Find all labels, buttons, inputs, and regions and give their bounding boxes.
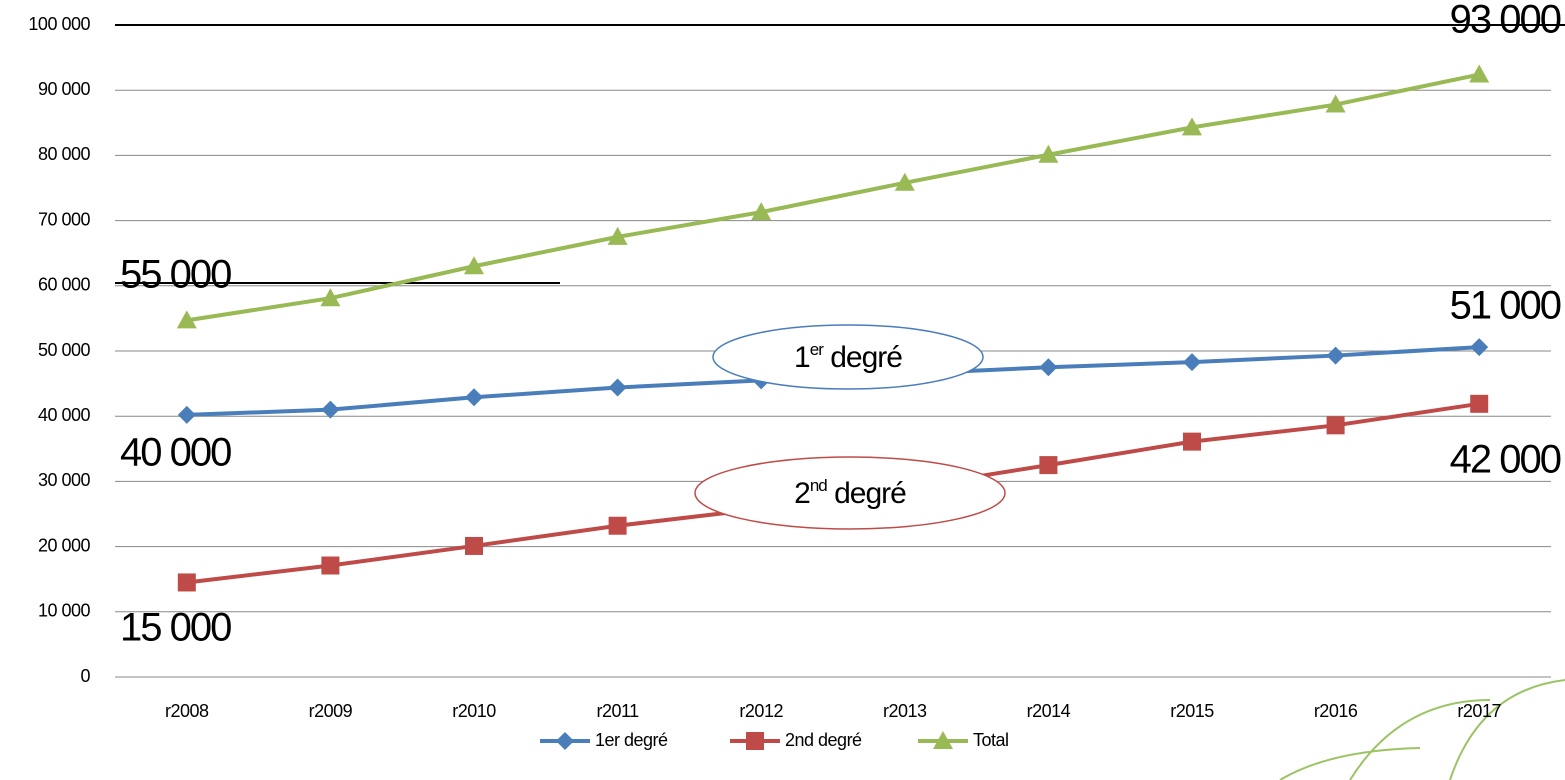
callout-label: 1er degré bbox=[794, 340, 902, 373]
annotation: 42 000 bbox=[1450, 438, 1561, 482]
series bbox=[176, 64, 1490, 329]
callout-sup: er bbox=[810, 340, 824, 359]
series-line bbox=[186, 72, 1480, 323]
decoration bbox=[1279, 679, 1565, 780]
x-tick-label: r2015 bbox=[1170, 701, 1214, 721]
x-tick-label: r2011 bbox=[596, 701, 639, 721]
y-tick-label: 0 bbox=[80, 666, 90, 686]
y-tick-label: 30 000 bbox=[38, 470, 91, 490]
marker bbox=[320, 288, 341, 307]
legend-label: Total bbox=[973, 730, 1009, 750]
callout-text: 2 bbox=[794, 477, 810, 510]
marker bbox=[933, 731, 953, 749]
marker bbox=[1038, 144, 1059, 163]
marker bbox=[465, 536, 483, 555]
marker bbox=[1183, 432, 1201, 451]
marker bbox=[176, 310, 197, 329]
x-tick-label: r2010 bbox=[452, 701, 496, 721]
y-tick-label: 20 000 bbox=[38, 535, 91, 555]
marker bbox=[321, 556, 340, 575]
marker bbox=[465, 388, 483, 407]
x-tick-label: r2008 bbox=[165, 701, 209, 721]
legend-item: Total bbox=[918, 730, 1009, 750]
marker bbox=[177, 405, 196, 424]
marker bbox=[1470, 338, 1489, 357]
marker bbox=[607, 226, 628, 245]
marker bbox=[177, 573, 196, 592]
decorative-arc bbox=[1279, 679, 1565, 780]
x-tick-label: r2016 bbox=[1314, 701, 1358, 721]
marker bbox=[1183, 353, 1201, 372]
callout-text: degré bbox=[827, 477, 906, 510]
annotation: 55 000 bbox=[120, 253, 231, 297]
marker bbox=[894, 172, 915, 191]
y-tick-label: 90 000 bbox=[38, 79, 91, 99]
marker bbox=[1039, 456, 1058, 475]
x-tick-label: r2014 bbox=[1027, 701, 1071, 721]
callout-bubble bbox=[712, 324, 984, 390]
annotation: 15 000 bbox=[120, 606, 231, 650]
legend-label: 2nd degré bbox=[785, 730, 862, 750]
callout-text: degré bbox=[823, 341, 902, 374]
callout-sup: nd bbox=[810, 476, 827, 495]
x-tick-label: r2017 bbox=[1457, 701, 1501, 721]
annotation: 93 000 bbox=[1450, 0, 1561, 42]
marker bbox=[608, 378, 627, 397]
marker bbox=[464, 256, 484, 275]
x-tick-label: r2013 bbox=[883, 701, 927, 721]
y-tick-label: 10 000 bbox=[38, 601, 91, 621]
marker bbox=[1470, 394, 1489, 413]
marker bbox=[1182, 117, 1202, 136]
marker bbox=[321, 400, 340, 419]
callout-bubble bbox=[694, 456, 1006, 530]
annotation: 40 000 bbox=[120, 431, 231, 475]
marker bbox=[1326, 346, 1345, 365]
marker bbox=[746, 732, 764, 750]
legend-item: 1er degré bbox=[540, 730, 669, 750]
marker bbox=[1326, 416, 1345, 435]
y-tick-label: 100 000 bbox=[28, 14, 90, 34]
x-tick-label: r2009 bbox=[309, 701, 353, 721]
marker bbox=[608, 516, 627, 535]
marker bbox=[556, 732, 574, 750]
legend-item: 2nd degré bbox=[730, 730, 863, 750]
y-tick-label: 50 000 bbox=[38, 340, 91, 360]
annotation: 51 000 bbox=[1450, 284, 1561, 328]
callout-text: 1 bbox=[794, 341, 810, 374]
marker bbox=[1325, 94, 1346, 113]
y-tick-label: 70 000 bbox=[38, 209, 91, 229]
y-tick-label: 40 000 bbox=[38, 405, 91, 425]
legend-label: 1er degré bbox=[595, 730, 668, 750]
callout-label: 2nd degré bbox=[794, 476, 906, 509]
marker bbox=[1039, 358, 1058, 377]
y-tick-label: 60 000 bbox=[38, 275, 91, 295]
y-tick-label: 80 000 bbox=[38, 144, 91, 164]
marker bbox=[751, 202, 772, 221]
x-tick-label: r2012 bbox=[739, 701, 783, 721]
marker bbox=[1469, 64, 1490, 83]
